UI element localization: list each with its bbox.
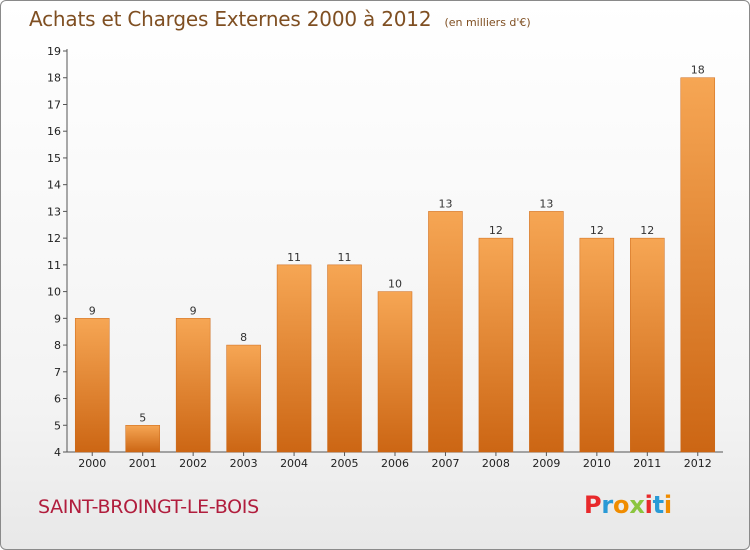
y-tick-label: 4 bbox=[54, 446, 61, 459]
value-label-2011: 12 bbox=[640, 224, 654, 237]
brand-letter: i bbox=[663, 491, 672, 519]
x-tick-label-2001: 2001 bbox=[129, 457, 157, 470]
x-tick-label-2005: 2005 bbox=[331, 457, 359, 470]
value-label-2002: 9 bbox=[190, 304, 197, 317]
y-tick-label: 10 bbox=[47, 286, 61, 299]
bar-2006 bbox=[377, 291, 413, 453]
x-tick-label-2003: 2003 bbox=[230, 457, 258, 470]
bar-2002 bbox=[175, 318, 211, 453]
brand-letter: t bbox=[652, 491, 664, 519]
chart-title-block: Achats et Charges Externes 2000 à 2012 (… bbox=[29, 7, 531, 31]
y-tick-label: 8 bbox=[54, 339, 61, 352]
y-tick-label: 13 bbox=[47, 205, 61, 218]
bar-2011 bbox=[630, 237, 665, 453]
bar-2010 bbox=[579, 237, 615, 453]
bar-2004 bbox=[276, 264, 312, 453]
x-tick-label-2012: 2012 bbox=[684, 457, 712, 470]
bar-2008 bbox=[478, 237, 514, 453]
brand-letter: P bbox=[584, 491, 602, 519]
x-tick-label-2008: 2008 bbox=[482, 457, 510, 470]
value-label-2008: 12 bbox=[489, 224, 503, 237]
y-tick-label: 6 bbox=[54, 393, 61, 406]
chart-title: Achats et Charges Externes 2000 à 2012 bbox=[29, 7, 432, 31]
bars-group: 9 5 9 8 11 11 10 13 12 13 12 12 18 bbox=[74, 64, 716, 453]
bar-2003 bbox=[226, 344, 261, 453]
x-tick-label-2011: 2011 bbox=[633, 457, 661, 470]
value-label-2012: 18 bbox=[691, 64, 705, 77]
value-label-2005: 11 bbox=[338, 251, 352, 264]
y-axis: 4 5 6 7 8 9 10 11 12 13 14 15 16 17 18 19 bbox=[47, 45, 68, 459]
y-tick-label: 19 bbox=[47, 45, 61, 58]
brand-letter: i bbox=[644, 491, 653, 519]
x-tick-label-2000: 2000 bbox=[78, 457, 106, 470]
y-tick-label: 15 bbox=[47, 152, 61, 165]
value-label-2000: 9 bbox=[89, 304, 96, 317]
brand-letter: r bbox=[601, 491, 614, 519]
bar-2007 bbox=[428, 211, 463, 453]
y-tick-label: 12 bbox=[47, 232, 61, 245]
y-tick-label: 11 bbox=[47, 259, 61, 272]
value-label-2004: 11 bbox=[287, 251, 301, 264]
value-label-2006: 10 bbox=[388, 278, 402, 291]
proxiti-logo: Proxiti bbox=[584, 491, 672, 519]
y-tick-label: 5 bbox=[54, 419, 61, 432]
y-tick-label: 9 bbox=[54, 312, 61, 325]
bar-2005 bbox=[327, 264, 362, 453]
brand-letter: o bbox=[613, 491, 630, 519]
x-tick-label-2007: 2007 bbox=[431, 457, 459, 470]
chart-subtitle: (en milliers d'€) bbox=[444, 16, 531, 29]
bar-2012 bbox=[680, 77, 716, 453]
y-tick-label: 16 bbox=[47, 125, 61, 138]
x-tick-label-2009: 2009 bbox=[532, 457, 560, 470]
y-tick-label: 7 bbox=[54, 366, 61, 379]
value-label-2003: 8 bbox=[240, 331, 247, 344]
x-tick-label-2002: 2002 bbox=[179, 457, 207, 470]
x-tick-label-2006: 2006 bbox=[381, 457, 409, 470]
x-tick-label-2010: 2010 bbox=[583, 457, 611, 470]
brand-letter: x bbox=[629, 491, 645, 519]
y-tick-label: 18 bbox=[47, 72, 61, 85]
bar-2000 bbox=[74, 318, 110, 453]
value-label-2001: 5 bbox=[139, 411, 146, 424]
value-label-2009: 13 bbox=[539, 197, 553, 210]
place-name: SAINT-BROINGT-LE-BOIS bbox=[38, 496, 259, 518]
value-label-2007: 13 bbox=[438, 197, 452, 210]
value-label-2010: 12 bbox=[590, 224, 604, 237]
bar-2001 bbox=[125, 425, 160, 453]
y-tick-label: 17 bbox=[47, 98, 61, 111]
x-tick-label-2004: 2004 bbox=[280, 457, 308, 470]
bar-2009 bbox=[529, 211, 564, 453]
x-axis: 2000 2001 2002 2003 2004 2005 2006 2007 2008 2009… bbox=[67, 451, 723, 470]
y-tick-label: 14 bbox=[47, 179, 61, 192]
